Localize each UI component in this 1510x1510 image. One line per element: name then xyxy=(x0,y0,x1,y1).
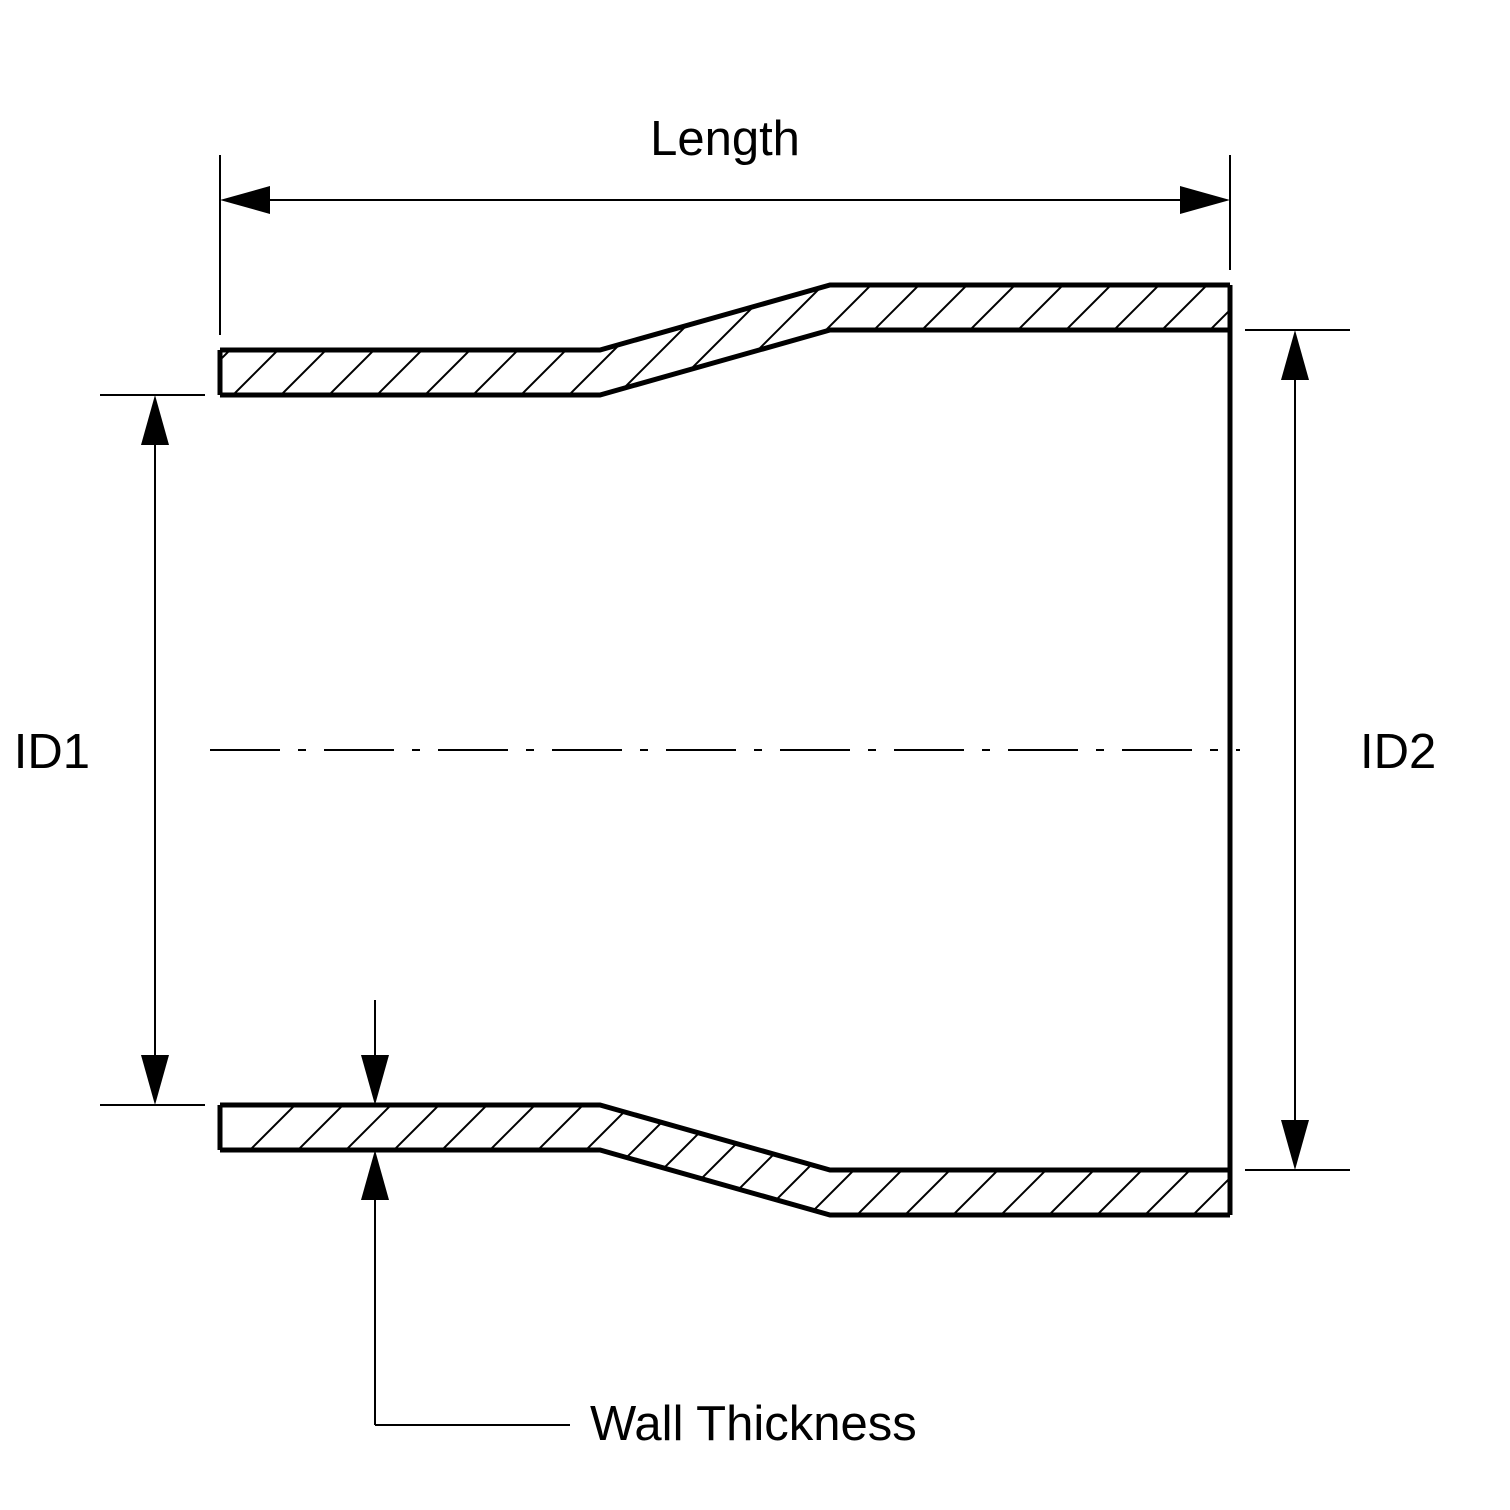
dim-id1: ID1 xyxy=(14,395,205,1105)
dim-length-label: Length xyxy=(650,112,800,166)
dim-wall-thickness: Wall Thickness xyxy=(361,1000,917,1451)
part-bottom-inner-edge xyxy=(220,1105,1230,1170)
dim-id2: ID2 xyxy=(1245,330,1436,1170)
part-top-inner-edge xyxy=(220,330,1230,395)
dim-length: Length xyxy=(220,112,1230,335)
dim-id1-label: ID1 xyxy=(14,725,90,779)
engineering-drawing: Length ID1 ID2 Wall Thi xyxy=(0,0,1510,1510)
dim-id2-label: ID2 xyxy=(1360,725,1436,779)
dim-wall-label: Wall Thickness xyxy=(590,1397,917,1451)
